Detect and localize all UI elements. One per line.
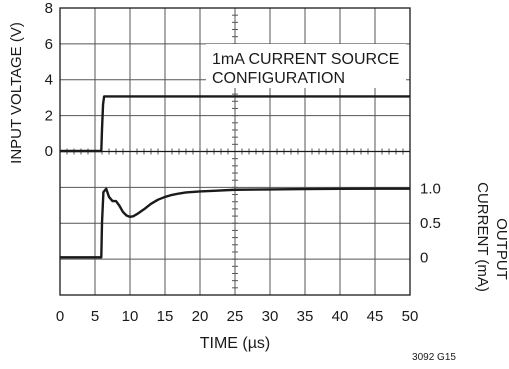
bottom-y-tick-label: 1.0 <box>420 181 441 198</box>
annotation-line2: CONFIGURATION <box>212 70 345 87</box>
x-tick-label: 20 <box>192 308 209 325</box>
x-tick-label: 30 <box>262 308 279 325</box>
output-current-trace-0 <box>60 187 410 259</box>
x-tick-label: 45 <box>367 308 384 325</box>
x-tick-label: 40 <box>332 308 349 325</box>
x-tick-label: 35 <box>297 308 314 325</box>
annotation-backdrop <box>206 44 406 88</box>
top-y-tick-label: 2 <box>45 107 53 124</box>
x-tick-label: 50 <box>402 308 419 325</box>
x-tick-label: 15 <box>157 308 174 325</box>
tick-layer: 0 5 10 15 20 25 30 35 40 45 50 0 2 4 6 8 0 0.5 1.0 <box>45 0 441 325</box>
bottom-panel-y-axis-label-line1: OUTPUT <box>493 218 509 280</box>
x-axis-label: TIME (µs) <box>200 335 271 352</box>
figure-id: 3092 G15 <box>412 352 456 363</box>
x-tick-label: 25 <box>227 308 244 325</box>
input-voltage-trace-0 <box>60 95 410 153</box>
top-y-tick-label: 6 <box>45 36 53 53</box>
bottom-panel-y-axis-label-line2: CURRENT (mA) <box>474 182 491 292</box>
top-y-tick-label: 8 <box>45 0 53 17</box>
bottom-y-tick-label: 0 <box>420 249 428 266</box>
top-y-tick-label: 0 <box>45 143 53 160</box>
top-panel-y-axis-label: INPUT VOLTAGE (V) <box>8 22 25 164</box>
x-tick-label: 10 <box>122 308 139 325</box>
bottom-y-tick-label: 0.5 <box>420 215 441 232</box>
x-tick-label: 5 <box>91 308 99 325</box>
top-y-tick-label: 4 <box>45 72 53 89</box>
x-tick-label: 0 <box>56 308 64 325</box>
trace-layer <box>60 95 410 259</box>
annotation-line1: 1mA CURRENT SOURCE <box>212 51 399 68</box>
